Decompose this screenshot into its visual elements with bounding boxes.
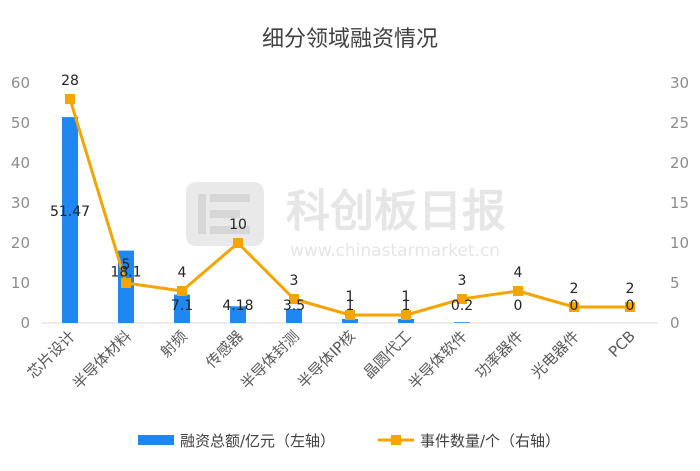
y-right-tick-label: 0	[670, 314, 680, 332]
watermark-url: www.chinastarmarket.cn	[290, 241, 500, 261]
line-data-label: 3	[290, 273, 299, 289]
line-point	[401, 310, 411, 320]
legend-line-label: 事件数量/个（右轴）	[420, 432, 560, 450]
line-data-label: 28	[61, 73, 79, 89]
line-point	[457, 294, 467, 304]
bar-data-label: 0.2	[451, 298, 473, 314]
bar-data-label: 18.1	[110, 265, 141, 281]
bar	[286, 309, 302, 323]
x-tick-label: 功率器件	[472, 327, 527, 382]
x-tick-label: 光电器件	[528, 327, 583, 382]
y-right-tick-label: 25	[670, 114, 689, 132]
legend: 融资总额/亿元（左轴） 事件数量/个（右轴）	[138, 432, 560, 450]
y-left-tick-label: 60	[11, 74, 30, 92]
legend-line-marker	[391, 435, 401, 445]
y-right-tick-label: 10	[670, 234, 689, 252]
bar-data-label: 0	[626, 298, 635, 314]
bar-data-label: 4.18	[222, 298, 253, 314]
y-left-tick-label: 20	[11, 234, 30, 252]
line-data-label: 2	[626, 281, 635, 297]
x-tick-label: 半导体材料	[69, 327, 135, 393]
bar-data-label: 0	[570, 298, 579, 314]
line-point	[177, 286, 187, 296]
bar-data-label: 1	[402, 298, 411, 314]
line-data-label: 3	[458, 273, 467, 289]
line-data-label: 4	[178, 265, 187, 281]
y-left-tick-label: 0	[20, 314, 30, 332]
bar	[62, 117, 78, 324]
y-left-tick-label: 50	[11, 114, 30, 132]
line-point	[345, 310, 355, 320]
bar-data-label: 7.1	[171, 298, 193, 314]
line-series	[65, 94, 635, 320]
line-data-label: 10	[229, 217, 247, 233]
y-right-tick-label: 5	[670, 274, 680, 292]
y-left-tick-label: 30	[11, 194, 30, 212]
line-data-label: 1	[402, 289, 411, 305]
watermark-text: 科创板日报	[286, 186, 506, 237]
x-tick-label: 半导体封测	[237, 327, 303, 393]
y-left-tick-label: 10	[11, 274, 30, 292]
line-data-label: 2	[570, 281, 579, 297]
line-point	[625, 302, 635, 312]
x-tick-label: 射频	[157, 327, 191, 361]
chart-title: 细分领域融资情况	[262, 27, 438, 52]
legend-bar-label: 融资总额/亿元（左轴）	[180, 432, 335, 450]
y-right-tick-label: 20	[670, 154, 689, 172]
bar	[398, 319, 414, 323]
line-data-label: 4	[514, 265, 523, 281]
y-left-tick-label: 40	[11, 154, 30, 172]
x-tick-label: 晶圆代工	[360, 327, 415, 382]
line-point	[289, 294, 299, 304]
bar	[230, 306, 246, 323]
line-point	[513, 286, 523, 296]
bar	[174, 294, 190, 323]
x-tick-label: PCB	[605, 327, 639, 361]
bar	[342, 319, 358, 323]
bar-data-label: 3.5	[283, 298, 305, 314]
line-data-label: 5	[122, 257, 131, 273]
line-point	[233, 238, 243, 248]
line-point	[121, 278, 131, 288]
bar-data-label: 1	[346, 298, 355, 314]
x-tick-label: 半导体软件	[405, 327, 471, 393]
x-tick-label: 传感器	[202, 327, 247, 372]
line-point	[65, 94, 75, 104]
watermark-logo-icon	[186, 182, 264, 246]
line-point	[569, 302, 579, 312]
legend-bar-swatch	[138, 435, 174, 445]
y-right-tick-label: 30	[670, 74, 689, 92]
x-tick-label: 芯片设计	[24, 327, 79, 382]
bar	[454, 322, 470, 323]
bar-data-label: 51.47	[50, 204, 90, 220]
y-right-tick-label: 15	[670, 194, 689, 212]
bar-data-label: 0	[514, 298, 523, 314]
line-data-label: 1	[346, 289, 355, 305]
watermark: 科创板日报 www.chinastarmarket.cn	[186, 182, 506, 261]
x-tick-label: 半导体IP核	[294, 327, 359, 392]
